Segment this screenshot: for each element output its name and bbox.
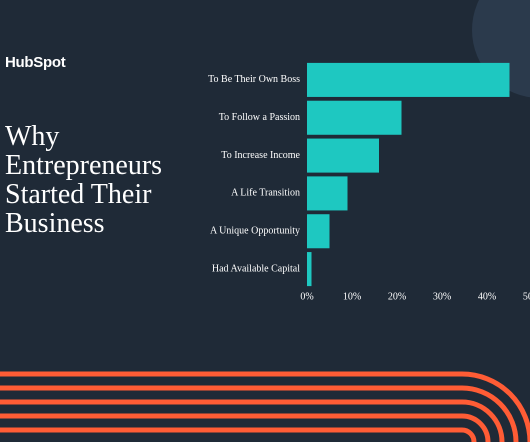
y-tick-label: To Be Their Own Boss xyxy=(208,74,300,85)
x-tick-label: 50% xyxy=(523,291,530,302)
y-tick-label: To Follow a Passion xyxy=(219,112,300,123)
chart-title: Why Entrepreneurs Started Their Business xyxy=(5,121,163,239)
decor-stripes xyxy=(0,371,530,442)
bar xyxy=(307,252,312,287)
bar xyxy=(307,214,330,249)
y-tick-label: A Life Transition xyxy=(231,188,300,199)
x-tick-label: 10% xyxy=(343,291,361,302)
brand-logo: HubSpot xyxy=(5,54,66,71)
decor-circle xyxy=(472,0,530,98)
x-tick-label: 30% xyxy=(433,291,451,302)
y-tick-label: A Unique Opportunity xyxy=(210,226,300,237)
y-tick-label: To Increase Income xyxy=(221,150,300,161)
x-tick-label: 40% xyxy=(478,291,496,302)
y-tick-label: Had Available Capital xyxy=(212,263,300,274)
bar xyxy=(307,100,402,135)
x-tick-label: 0% xyxy=(300,291,313,302)
bar xyxy=(307,62,510,97)
x-tick-label: 20% xyxy=(388,291,406,302)
bar xyxy=(307,138,379,173)
bar xyxy=(307,176,348,211)
